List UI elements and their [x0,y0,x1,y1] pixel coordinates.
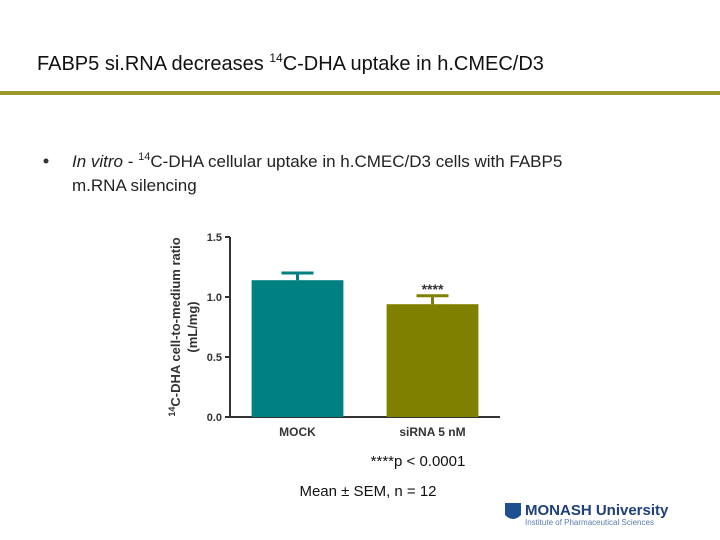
y-tick-label: 0.5 [207,352,222,364]
chart: 0.0 0.5 1.0 1.5 14C-DHA cell-to-medium ratio… [167,232,500,439]
y-tick-label: 0.0 [207,412,222,424]
y-axis-label: (mL/mg) [185,301,200,352]
footnote: ****p < 0.0001 [371,453,466,470]
bullet-text: In vitro - 14C-DHA cellular uptake in h.… [72,151,562,171]
slide-title: FABP5 si.RNA decreases 14C-DHA uptake in… [37,51,544,75]
logo-subtitle: Institute of Pharmaceutical Sciences [525,518,654,527]
bar [386,304,479,417]
logo-shield [505,503,521,519]
bullet-part: - [123,152,138,171]
y-tick-label: 1.5 [207,232,222,244]
title-rule [0,91,720,95]
error-bar [416,294,449,305]
x-tick-label: siRNA 5 nM [399,425,465,439]
title-superscript: 14 [269,51,283,65]
y-label-part: C-DHA cell-to-medium ratio [168,237,183,406]
title-part: FABP5 si.RNA decreases [37,53,269,75]
title-part: C-DHA uptake in h.CMEC/D3 [283,53,544,75]
significance: **** [422,281,444,297]
y-label-superscript: 14 [167,407,177,417]
bar [251,280,344,417]
x-tick-label: MOCK [279,425,316,439]
y-axis-label: 14C-DHA cell-to-medium ratio [167,237,183,416]
footnote: Mean ± SEM, n = 12 [299,483,436,500]
bullet-dot [43,158,49,164]
bullet-text: m.RNA silencing [72,176,197,195]
bullet-part: C-DHA cellular uptake in h.CMEC/D3 cells… [150,152,562,171]
bullet-superscript: 14 [138,151,150,163]
bullet-part: In vitro [72,152,123,171]
y-tick-label: 1.0 [207,292,222,304]
error-bar [281,271,314,281]
logo-name: MONASH University [525,502,669,519]
